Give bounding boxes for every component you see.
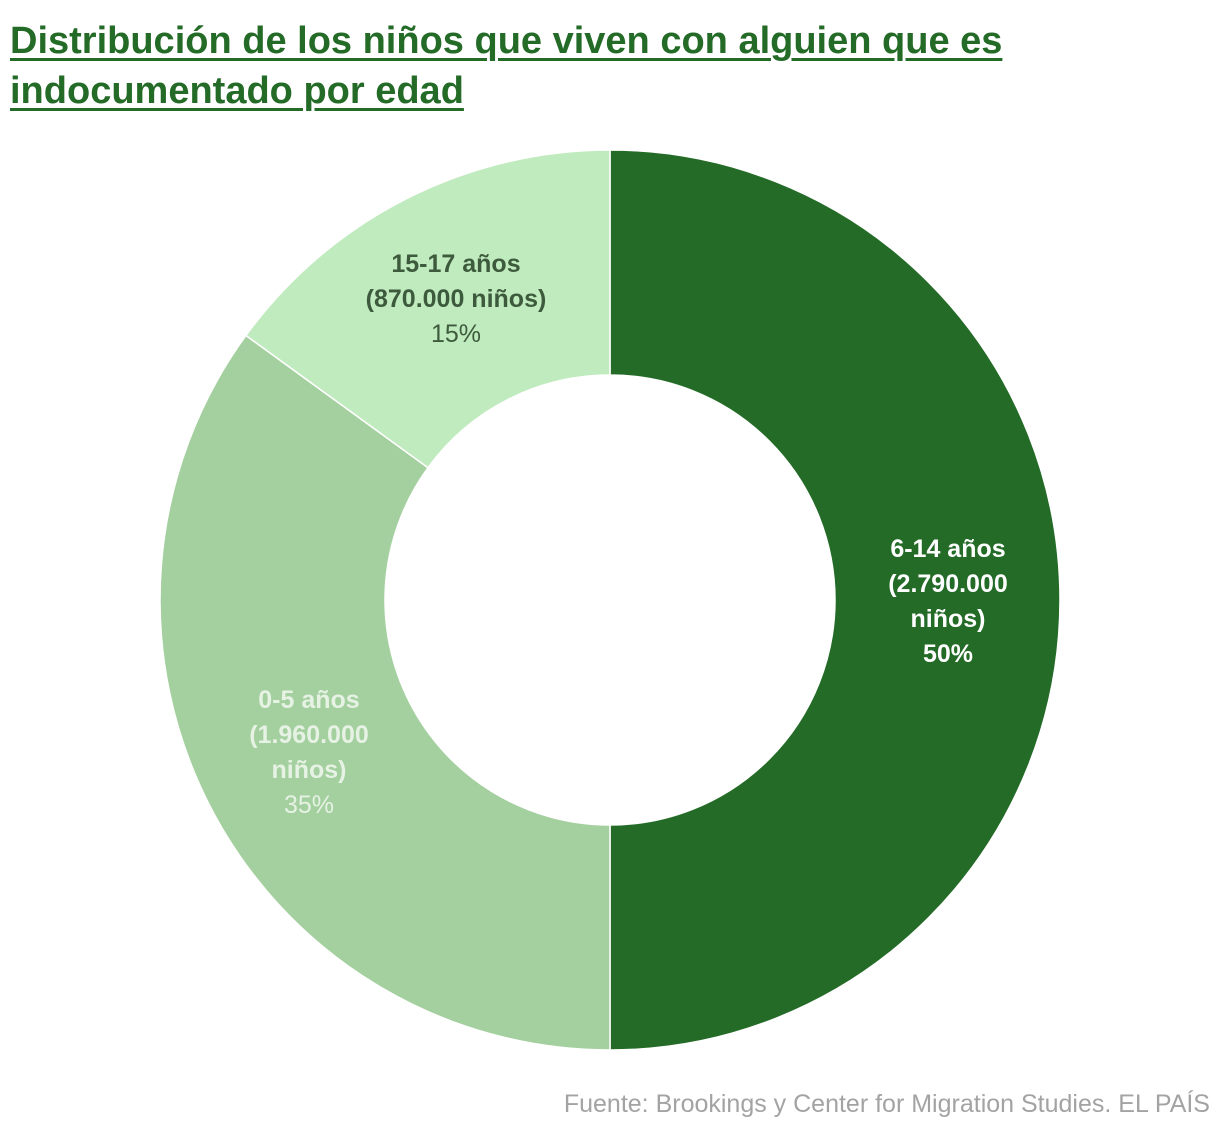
donut-slice-3 — [244, 149, 611, 469]
slice-label-2: 0-5 años — [258, 686, 359, 714]
donut-slice-1 — [609, 149, 1061, 1051]
slice-value-2-line-2: niños) — [272, 756, 347, 784]
slice-value-3-line-1: (870.000 niños) — [366, 285, 547, 313]
donut-slice-2 — [159, 334, 611, 1051]
donut-slices — [159, 149, 1061, 1051]
slice-labels: 6-14 años (2.790.000 niños) 50% 0-5 años (1.9… — [249, 250, 1008, 819]
chart-title: Distribución de los niños que viven con … — [10, 20, 1003, 112]
slice-value-2-line-1: (1.960.000 — [249, 721, 369, 749]
source-note: Fuente: Brookings y Center for Migration… — [563, 1090, 1210, 1118]
slice-label-3: 15-17 años — [391, 250, 520, 278]
slice-value-1-line-1: (2.790.000 — [888, 570, 1008, 598]
slice-percent-2: 35% — [284, 791, 334, 819]
slice-percent-3: 15% — [431, 320, 481, 348]
slice-value-1-line-2: niños) — [911, 605, 986, 633]
slice-label-1: 6-14 años — [890, 535, 1005, 563]
slice-percent-1: 50% — [923, 640, 973, 668]
